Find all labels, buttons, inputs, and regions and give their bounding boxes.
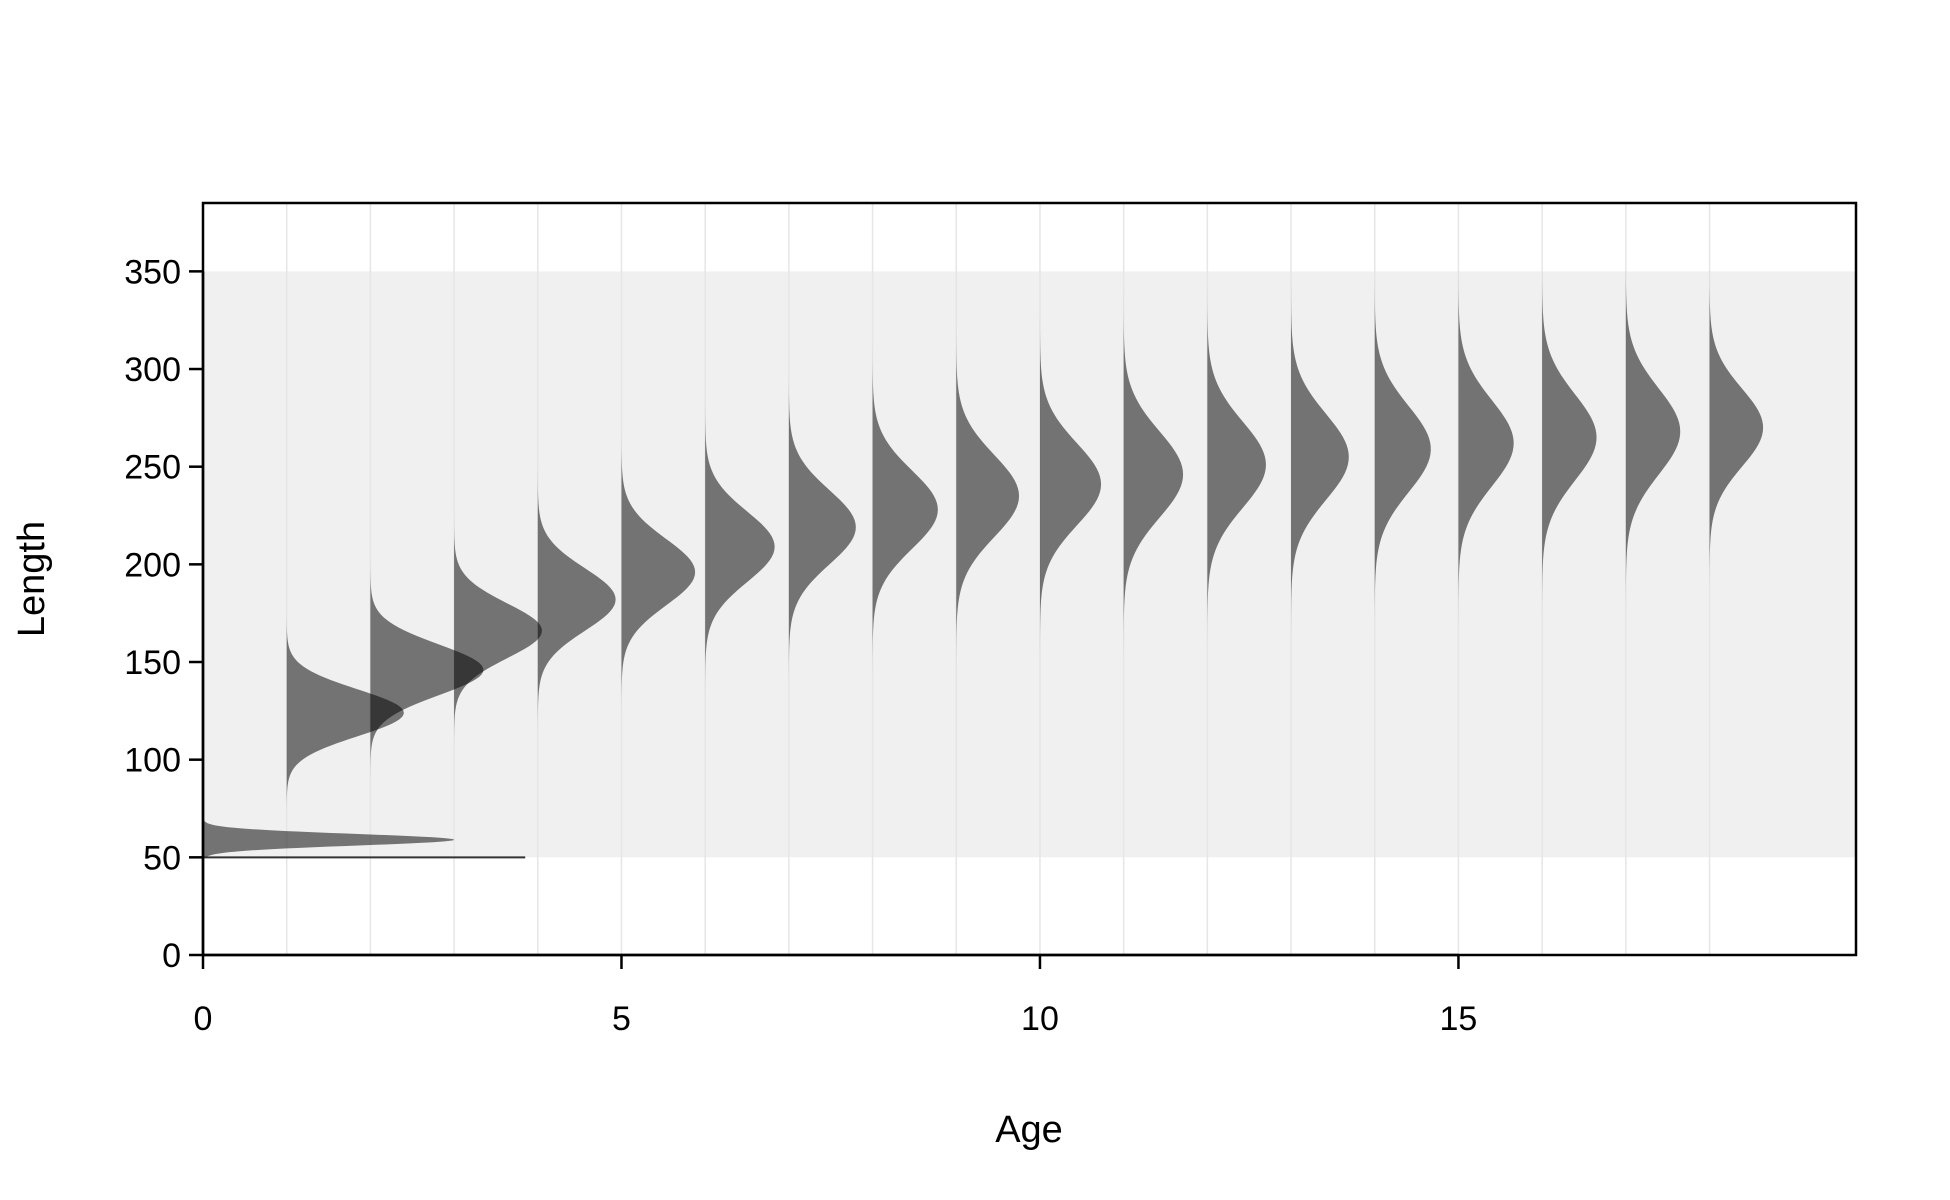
density-age-8	[872, 345, 938, 674]
density-age-10	[1039, 311, 1102, 657]
y-tick-label-200: 200	[124, 546, 181, 584]
density-age-15	[1458, 271, 1514, 624]
y-tick-label-0: 0	[162, 937, 181, 975]
y-tick-label-100: 100	[124, 742, 181, 780]
y-tick-label-250: 250	[124, 449, 181, 487]
density-age-17	[1625, 271, 1681, 613]
x-tick-label-5: 5	[612, 1000, 631, 1038]
density-curves	[203, 271, 1764, 859]
density-age-11	[1123, 294, 1184, 655]
y-axis: 0 50 100 150 200 250 300 350	[124, 253, 205, 975]
x-tick-label-15: 15	[1440, 1000, 1478, 1038]
density-age-2	[370, 563, 484, 777]
plot-background	[203, 271, 1856, 858]
density-age-1	[286, 614, 404, 812]
y-axis-title: Length	[11, 521, 53, 637]
density-age-9	[956, 323, 1020, 669]
x-axis: 0 5 10 15	[194, 953, 1478, 1038]
density-age-16	[1542, 271, 1597, 618]
length-range-band	[203, 271, 1856, 858]
density-age-4	[537, 468, 616, 731]
y-tick-label-300: 300	[124, 351, 181, 389]
density-age-13	[1291, 276, 1349, 638]
density-age-5	[621, 432, 696, 712]
density-age-0	[203, 815, 454, 858]
density-age-14	[1374, 271, 1431, 630]
density-age-7	[788, 371, 856, 684]
y-tick-label-50: 50	[143, 839, 181, 877]
x-tick-label-10: 10	[1021, 1000, 1059, 1038]
density-age-12	[1207, 284, 1266, 646]
y-tick-label-350: 350	[124, 253, 181, 291]
x-axis-title: Age	[995, 1109, 1063, 1151]
density-age-3	[454, 515, 542, 746]
y-tick-label-150: 150	[124, 644, 181, 682]
x-tick-label-0: 0	[194, 1000, 213, 1038]
density-age-18	[1709, 271, 1764, 592]
density-age-6	[705, 399, 775, 695]
